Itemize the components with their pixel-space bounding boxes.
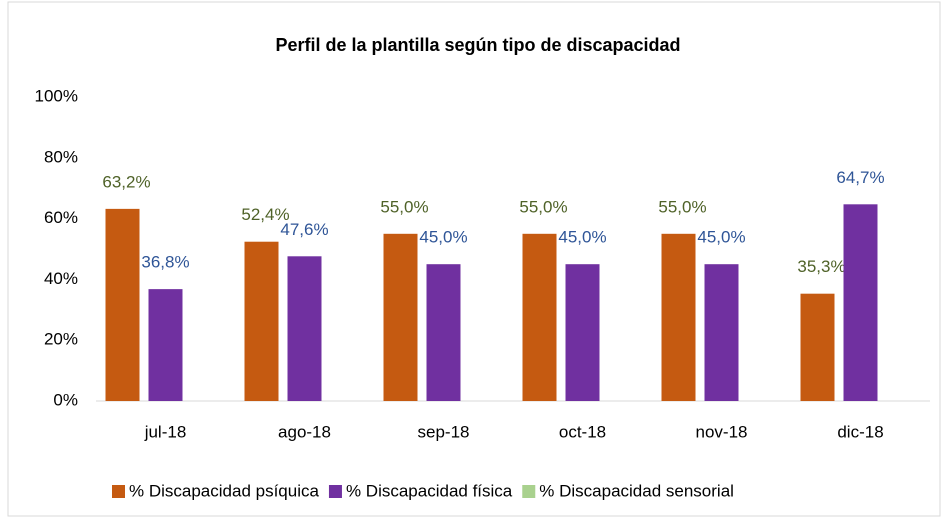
data-label: 55,0% <box>519 197 567 216</box>
data-label: 45,0% <box>558 228 606 247</box>
data-label: 63,2% <box>102 172 150 191</box>
bar <box>105 208 140 401</box>
x-tick-label: oct-18 <box>559 422 606 441</box>
x-tick-label: ago-18 <box>278 422 331 441</box>
y-tick-label: 60% <box>44 208 78 227</box>
bar <box>148 289 183 401</box>
data-label: 35,3% <box>797 257 845 276</box>
chart-border <box>7 1 941 517</box>
bar <box>244 241 279 401</box>
bar <box>565 264 600 401</box>
y-tick-label: 80% <box>44 147 78 166</box>
legend-label: % Discapacidad sensorial <box>539 481 734 500</box>
bar <box>383 233 418 401</box>
bar <box>287 256 322 401</box>
y-tick-label: 40% <box>44 269 78 288</box>
legend-swatch <box>112 485 125 498</box>
data-label: 52,4% <box>241 205 289 224</box>
y-tick-label: 100% <box>35 86 78 105</box>
bar <box>843 204 878 401</box>
data-label: 45,0% <box>419 228 467 247</box>
legend-swatch <box>522 485 536 498</box>
data-label: 47,6% <box>280 220 328 239</box>
data-label: 36,8% <box>141 253 189 272</box>
bar <box>800 293 835 401</box>
legend-label: % Discapacidad física <box>346 481 513 500</box>
x-tick-label: dic-18 <box>837 422 883 441</box>
x-tick-label: sep-18 <box>418 422 470 441</box>
data-label: 45,0% <box>697 228 745 247</box>
bar <box>704 264 739 401</box>
y-tick-label: 0% <box>53 390 78 409</box>
y-tick-label: 20% <box>44 330 78 349</box>
x-tick-label: jul-18 <box>144 422 187 441</box>
data-label: 55,0% <box>658 197 706 216</box>
data-label: 64,7% <box>836 168 884 187</box>
bar <box>661 233 696 401</box>
chart-title: Perfil de la plantilla según tipo de dis… <box>275 35 680 55</box>
bar <box>522 233 557 401</box>
x-tick-label: nov-18 <box>696 422 748 441</box>
legend-label: % Discapacidad psíquica <box>129 481 319 500</box>
bar <box>426 264 461 401</box>
data-label: 55,0% <box>380 197 428 216</box>
legend-swatch <box>328 485 342 498</box>
